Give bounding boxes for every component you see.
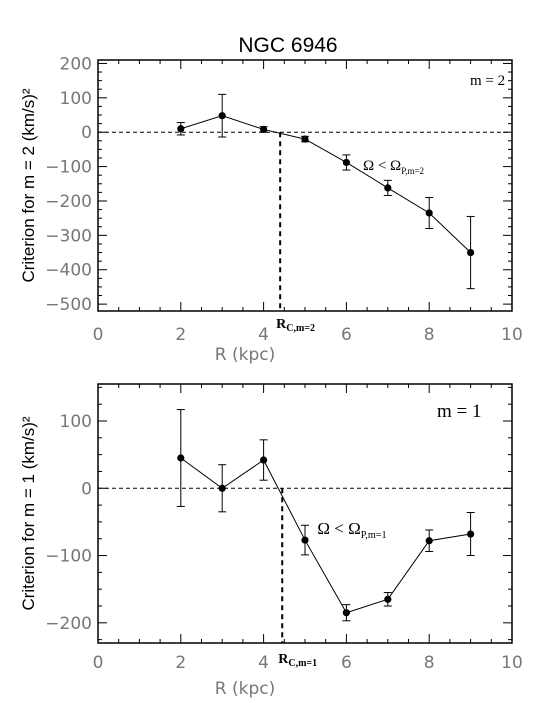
y-tick-label: −300 (45, 226, 92, 246)
y-tick-label: −100 (45, 547, 92, 567)
data-point (218, 112, 226, 120)
x-tick-label: 0 (93, 653, 104, 673)
series-line (180, 457, 471, 614)
y-tick-label: −200 (45, 614, 92, 634)
x-tick-label: 8 (424, 653, 435, 673)
data-point (301, 135, 309, 143)
x-tick-label: 10 (501, 653, 523, 673)
y-tick-label: −100 (45, 158, 92, 178)
data-point (425, 537, 433, 545)
data-point (467, 530, 475, 538)
y-tick-label: 200 (60, 54, 92, 74)
data-point (342, 158, 350, 167)
x-tick-label: 6 (341, 653, 352, 673)
y-tick-label: −200 (45, 192, 92, 212)
x-tick-label: 10 (501, 325, 523, 345)
data-point (384, 184, 392, 192)
x-tick-label: 6 (341, 325, 352, 345)
x-tick-label: 0 (93, 325, 104, 345)
panel-m1: 0 2 4 6 8 10 100 0 −100 −200 RC,m=1R (kpc) Criterio… (19, 383, 523, 699)
plot-frame (97, 383, 513, 644)
figure-title: NGC 6946 (238, 34, 337, 57)
y-axis-label: Criterion for m = 2 (km/s)² (19, 88, 38, 282)
corotation-marker-label: RC,m=1 (278, 652, 317, 669)
y-axis-label: Criterion for m = 1 (km/s)² (19, 416, 38, 610)
panel-m2: 0 2 4 6 8 10 200 100 0 −100 −200 −300 −400 −500 RC,m=2… (19, 54, 523, 365)
x-tick-label: 4 (258, 325, 269, 345)
x-tick-label: 4 (258, 653, 269, 673)
y-tick-label: 100 (60, 89, 92, 109)
y-tick-label: −500 (45, 295, 92, 315)
data-point (218, 484, 226, 492)
x-tick-label: 2 (175, 653, 186, 673)
y-tick-label: 0 (81, 479, 92, 499)
x-axis-label: R (kpc) (215, 345, 275, 365)
omega-annotation: Ω < ΩP,m=2 (363, 158, 424, 176)
x-tick-label: 8 (424, 325, 435, 345)
plot-frame (97, 59, 513, 312)
x-axis-label: R (kpc) (215, 679, 275, 699)
data-point (260, 456, 268, 464)
y-tick-label: −400 (45, 261, 92, 281)
data-point (342, 609, 350, 617)
y-tick-label: 100 (60, 412, 92, 432)
data-point (384, 595, 392, 603)
panel-label: m = 1 (437, 401, 482, 422)
omega-annotation: Ω < ΩP,m=1 (317, 519, 386, 541)
data-point (177, 125, 185, 133)
data-point (425, 209, 433, 217)
data-point (177, 454, 185, 462)
data-point (301, 536, 309, 544)
corotation-marker-label: RC,m=2 (276, 317, 315, 334)
data-point (467, 248, 475, 257)
series-line (180, 115, 471, 253)
panel-label: m = 2 (470, 73, 505, 89)
y-tick-label: 0 (81, 123, 92, 143)
x-tick-label: 2 (175, 325, 186, 345)
data-point (260, 125, 268, 134)
